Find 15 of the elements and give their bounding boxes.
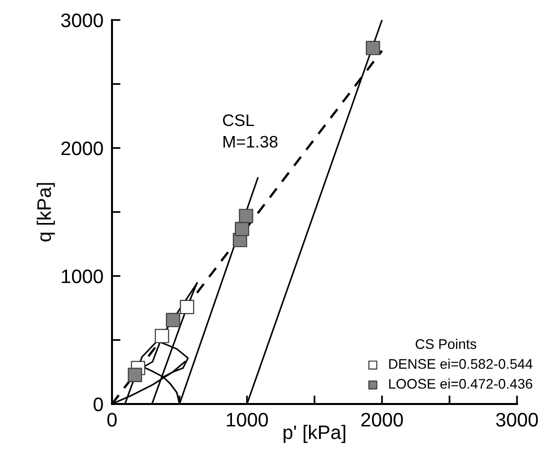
- y-tick-label: 3000: [61, 13, 103, 28]
- legend-label: DENSE ei=0.582-0.544: [389, 358, 532, 369]
- y-axis-title: q [kPa]: [36, 183, 55, 242]
- x-tick-label: 3000: [496, 412, 538, 427]
- legend-label: LOOSE ei=0.472-0.436: [389, 378, 532, 389]
- x-tick-label: 1000: [226, 412, 268, 427]
- x-tick-label: 2000: [361, 412, 403, 427]
- y-tick-label: 1000: [62, 269, 103, 284]
- x-tick-label: 0: [107, 412, 117, 427]
- y-tick-label: 2000: [61, 141, 103, 156]
- legend-title: CS Points: [416, 338, 476, 349]
- annotation: M=1.38: [224, 136, 278, 148]
- y-tick-label: 0: [94, 397, 103, 412]
- x-axis-title: p' [kPa]: [284, 424, 346, 444]
- annotation: CSL: [223, 114, 254, 126]
